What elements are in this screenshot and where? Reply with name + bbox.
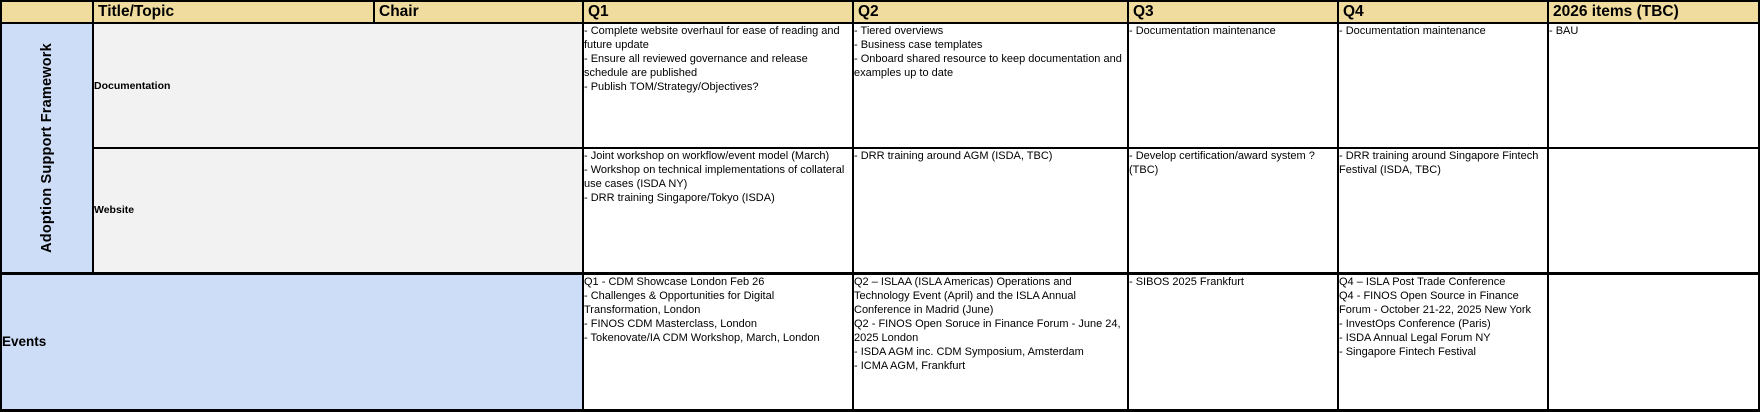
header-cell-q1[interactable]: Q1 xyxy=(582,0,854,24)
cell-website-q3[interactable]: - Develop certification/award system ? (… xyxy=(1127,147,1339,274)
website-row: Website - Joint workshop on workflow/eve… xyxy=(1,147,1760,274)
cell-website-2026[interactable] xyxy=(1547,147,1760,274)
cell-documentation-q1[interactable]: - Complete website overhaul for ease of … xyxy=(582,22,854,149)
cell-events-q1[interactable]: Q1 - CDM Showcase London Feb 26 - Challe… xyxy=(582,271,854,412)
group-label: Adoption Support Framework xyxy=(39,42,55,253)
cell-events-2026[interactable] xyxy=(1547,271,1760,412)
row-label-documentation[interactable]: Documentation xyxy=(92,22,584,149)
corner-cell[interactable] xyxy=(0,0,94,24)
events-row: Events Q1 - CDM Showcase London Feb 26 -… xyxy=(0,271,1760,412)
header-cell-2026-items[interactable]: 2026 items (TBC) xyxy=(1547,0,1760,24)
header-cell-title-topic[interactable]: Title/Topic xyxy=(92,0,375,24)
cell-documentation-q3[interactable]: - Documentation maintenance xyxy=(1127,22,1339,149)
row-label-events[interactable]: Events xyxy=(0,271,584,412)
documentation-row: Adoption Support Framework Documentation… xyxy=(0,22,1760,274)
cell-documentation-2026[interactable]: - BAU xyxy=(1547,22,1760,149)
header-cell-q3[interactable]: Q3 xyxy=(1127,0,1339,24)
row-label-website[interactable]: Website xyxy=(92,147,584,274)
cell-documentation-q4[interactable]: - Documentation maintenance xyxy=(1337,22,1549,149)
cell-events-q2[interactable]: Q2 – ISLAA (ISLA Americas) Operations an… xyxy=(852,271,1129,412)
cell-events-q4[interactable]: Q4 – ISLA Post Trade Conference Q4 - FIN… xyxy=(1337,271,1549,412)
cell-website-q4[interactable]: - DRR training around Singapore Fintech … xyxy=(1337,147,1549,274)
header-row: Title/Topic Chair Q1 Q2 Q3 Q4 2026 items… xyxy=(0,0,1760,24)
cell-events-q3[interactable]: - SIBOS 2025 Frankfurt xyxy=(1127,271,1339,412)
cell-documentation-q2[interactable]: - Tiered overviews - Business case templ… xyxy=(852,22,1129,149)
header-cell-chair[interactable]: Chair xyxy=(373,0,584,24)
cell-website-q2[interactable]: - DRR training around AGM (ISDA, TBC) xyxy=(852,147,1129,274)
group-label-cell[interactable]: Adoption Support Framework xyxy=(0,22,94,274)
header-cell-q2[interactable]: Q2 xyxy=(852,0,1129,24)
header-cell-q4[interactable]: Q4 xyxy=(1337,0,1549,24)
cell-website-q1[interactable]: - Joint workshop on workflow/event model… xyxy=(582,147,854,274)
